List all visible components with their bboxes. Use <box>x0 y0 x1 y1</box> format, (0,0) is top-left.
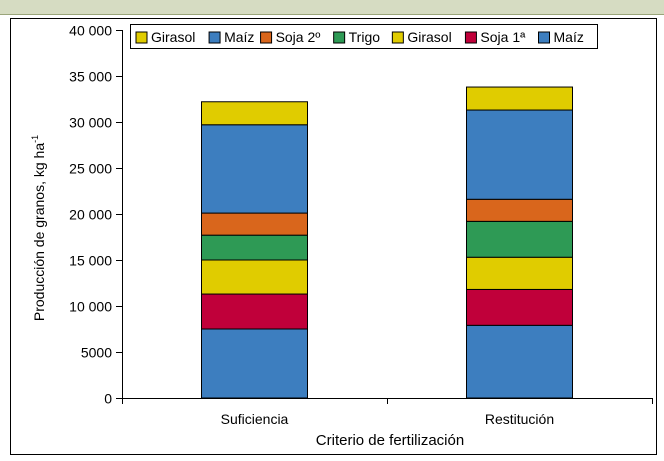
bar-segment <box>466 198 573 222</box>
bar-segment <box>466 109 573 200</box>
y-tick-label: 30 000 <box>69 115 112 131</box>
bar-segment <box>201 124 308 214</box>
y-axis-label: Producción de granos, kg ha-1 <box>30 135 47 321</box>
y-tick-label: 20 000 <box>69 207 112 223</box>
legend-swatch <box>333 31 346 44</box>
bar-segment <box>466 324 573 399</box>
x-tick-label: Restitución <box>485 411 554 427</box>
bar-segment <box>201 212 308 236</box>
y-tick-label: 5000 <box>81 345 112 361</box>
bar-segment <box>201 293 308 330</box>
y-tick-label: 10 000 <box>69 299 112 315</box>
bar-segment <box>466 86 573 111</box>
legend: Girasol Maíz Soja 2º Trigo Girasol Soja 1ª Maí… <box>130 24 598 49</box>
chart-border <box>10 18 657 455</box>
legend-swatch <box>391 31 404 44</box>
bar-segment <box>201 101 308 126</box>
bar-segment <box>466 220 573 258</box>
legend-label: Maíz <box>224 29 254 45</box>
x-tick-label: Suficiencia <box>221 411 289 427</box>
y-tick-label: 25 000 <box>69 161 112 177</box>
top-band <box>0 0 664 14</box>
legend-swatch <box>135 31 148 44</box>
bars <box>201 86 573 399</box>
y-tick-label: 40 000 <box>69 23 112 39</box>
bar-segment <box>201 328 308 399</box>
bar-segment <box>201 234 308 261</box>
legend-label: Girasol <box>151 29 195 45</box>
bar-segment <box>466 288 573 326</box>
y-axis-label-text: Producción de granos, kg ha <box>31 143 47 321</box>
legend-swatch <box>538 31 551 44</box>
legend-swatch <box>208 31 221 44</box>
legend-label: Girasol <box>407 29 451 45</box>
legend-swatch <box>260 31 273 44</box>
legend-swatch <box>464 31 477 44</box>
bar-segment <box>466 256 573 290</box>
y-tick-label: 0 <box>104 391 112 407</box>
bar-segment <box>201 259 308 295</box>
y-axis-label-superscript: -1 <box>30 135 40 143</box>
legend-label: Soja 1ª <box>480 29 526 45</box>
y-tick-label: 35 000 <box>69 69 112 85</box>
axes: 0 5000 10 000 15 000 20 000 25 000 30 000 35 00… <box>69 23 653 427</box>
legend-label: Trigo <box>349 29 381 45</box>
legend-label: Maíz <box>554 29 584 45</box>
legend-box <box>130 24 598 49</box>
x-axis-label: Criterio de fertilización <box>316 432 464 449</box>
y-tick-label: 15 000 <box>69 253 112 269</box>
legend-label: Soja 2º <box>276 29 321 45</box>
